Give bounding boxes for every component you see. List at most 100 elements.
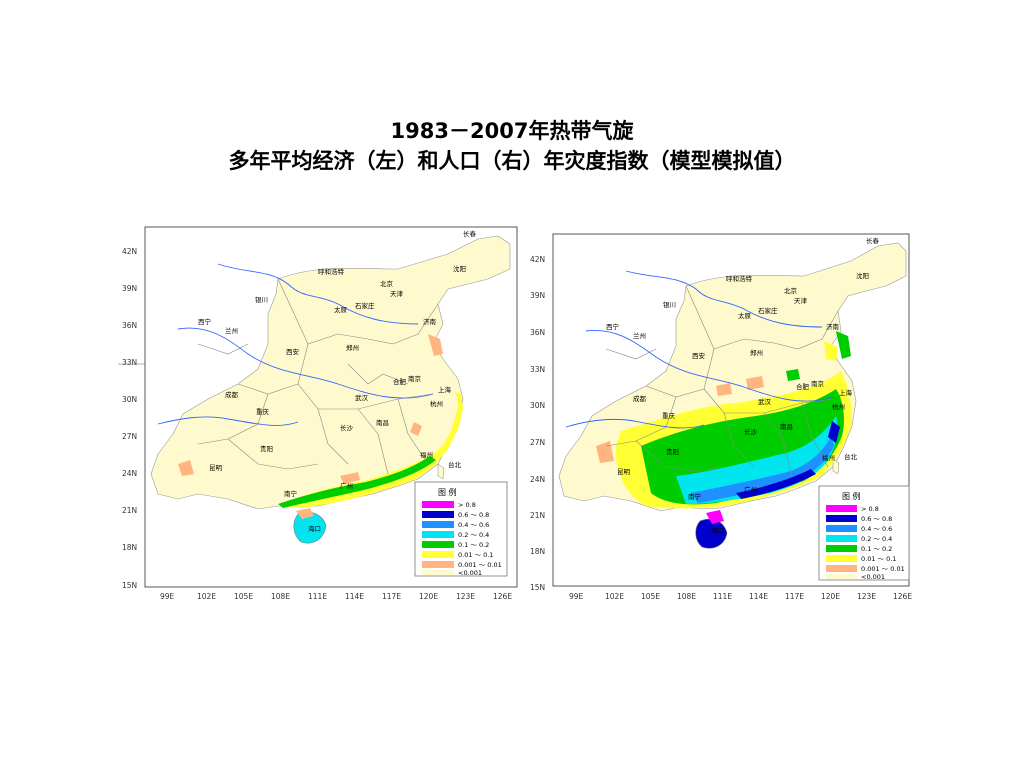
city-label: 西宁 — [198, 317, 212, 326]
city-label: 石家庄 — [355, 301, 375, 310]
lon-label: 114E — [749, 592, 768, 601]
city-label: 郑州 — [346, 344, 359, 352]
city-label: 南昌 — [780, 422, 793, 431]
city-label: 海口 — [308, 524, 321, 533]
city-label: 南京 — [408, 374, 422, 383]
lat-label: 18N — [122, 543, 137, 552]
city-label: 呼和浩特 — [318, 267, 345, 276]
legend-label: <0.001 — [458, 569, 482, 577]
city-label: 南宁 — [688, 492, 702, 501]
city-label: 济南 — [423, 317, 437, 326]
map-legend: 图 例 > 0.8 0.6 ～ 0.8 0.4 ～ 0.6 0.2 ～ 0.4 … — [818, 485, 910, 581]
lon-label: 126E — [893, 592, 912, 601]
city-labels: 长春 沈阳 呼和浩特 北京 天津 银川 太原 石家庄 西宁 兰州 济南 西安 郑… — [606, 236, 880, 535]
legend-label: 0.1 ～ 0.2 — [861, 545, 892, 553]
city-label: 福州 — [822, 453, 835, 462]
lon-label: 123E — [456, 592, 475, 601]
legend-label: 0.2 ～ 0.4 — [458, 531, 489, 539]
city-label: 西安 — [286, 347, 300, 356]
economic-index-fill — [178, 334, 463, 519]
lat-label: 42N — [530, 255, 545, 264]
city-label: 西安 — [692, 351, 706, 360]
lon-label: 123E — [857, 592, 876, 601]
city-label: 长沙 — [340, 423, 354, 432]
city-label: 贵阳 — [666, 447, 679, 456]
city-label: 成都 — [225, 390, 239, 399]
slide-title: 1983－2007年热带气旋 多年平均经济（左）和人口（右）年灾度指数（模型模拟… — [0, 116, 1024, 176]
city-label: 北京 — [380, 279, 394, 288]
city-label: 武汉 — [758, 397, 772, 406]
lat-label: 33N — [122, 358, 137, 367]
lon-label: 105E — [641, 592, 660, 601]
city-label: 台北 — [448, 460, 462, 469]
china-landmass — [150, 235, 511, 544]
legend-title: 图 例 — [438, 487, 457, 497]
city-label: 沈阳 — [453, 264, 466, 273]
legend-title: 图 例 — [842, 491, 861, 501]
city-label: 昆明 — [617, 468, 631, 476]
lat-label: 15N — [122, 581, 137, 590]
population-map-svg: 42N 39N 36N 33N 30N 27N 24N 21N 18N 15N … — [530, 233, 912, 601]
legend-label: > 0.8 — [861, 505, 879, 513]
economic-map: 42N 39N 36N 33N 30N 27N 24N 21N 18N 15N … — [118, 224, 528, 606]
city-label: 贵阳 — [260, 444, 273, 453]
city-label: 广州 — [744, 485, 757, 494]
city-label: 呼和浩特 — [726, 274, 753, 283]
lon-label: 117E — [382, 592, 401, 601]
lon-label: 108E — [271, 592, 290, 601]
lon-label: 114E — [345, 592, 364, 601]
legend-label: 0.01 ～ 0.1 — [861, 555, 896, 563]
city-label: 太原 — [738, 311, 752, 320]
lon-label: 102E — [605, 592, 624, 601]
legend-label: <0.001 — [861, 573, 885, 581]
lon-tick-labels: 99E 102E 105E 108E 111E 114E 117E 120E 1… — [160, 592, 512, 601]
city-label: 长沙 — [744, 427, 758, 436]
lat-label: 27N — [122, 432, 137, 441]
city-label: 杭州 — [832, 402, 845, 411]
lat-label: 36N — [122, 321, 137, 330]
legend-label: 0.4 ～ 0.6 — [458, 521, 489, 529]
city-label: 上海 — [839, 388, 853, 397]
city-label: 成都 — [633, 394, 647, 403]
city-label: 重庆 — [662, 411, 676, 420]
legend-label: 0.1 ～ 0.2 — [458, 541, 489, 549]
city-label: 广州 — [340, 481, 353, 490]
legend-label: 0.2 ～ 0.4 — [861, 535, 892, 543]
lon-label: 108E — [677, 592, 696, 601]
legend-label: 0.001 ～ 0.01 — [458, 561, 502, 569]
lat-label: 33N — [530, 365, 545, 374]
city-label: 石家庄 — [758, 306, 778, 315]
city-label: 银川 — [663, 300, 676, 309]
city-label: 台北 — [844, 452, 858, 461]
lon-label: 111E — [713, 592, 732, 601]
city-labels: 长春 沈阳 呼和浩特 北京 天津 银川 太原 石家庄 西宁 兰州 济南 西安 郑… — [198, 229, 477, 533]
city-label: 太原 — [334, 305, 348, 314]
lat-label: 24N — [530, 475, 545, 484]
lat-label: 36N — [530, 328, 545, 337]
lon-tick-labels: 99E 102E 105E 108E 111E 114E 117E 120E 1… — [569, 592, 912, 601]
title-line-1: 1983－2007年热带气旋 — [390, 119, 634, 143]
lon-label: 120E — [419, 592, 438, 601]
city-label: 杭州 — [430, 399, 443, 408]
lon-label: 102E — [197, 592, 216, 601]
city-label: 沈阳 — [856, 271, 869, 280]
legend-label: > 0.8 — [458, 501, 476, 509]
lat-label: 18N — [530, 547, 545, 556]
city-label: 合肥 — [796, 382, 810, 391]
city-label: 长春 — [866, 236, 880, 245]
city-label: 兰州 — [633, 331, 646, 340]
city-label: 福州 — [420, 450, 433, 459]
city-label: 武汉 — [355, 393, 369, 402]
city-label: 西宁 — [606, 322, 620, 331]
lon-label: 120E — [821, 592, 840, 601]
city-label: 济南 — [826, 322, 840, 331]
city-label: 上海 — [438, 385, 452, 394]
lon-label: 126E — [493, 592, 512, 601]
lat-label: 21N — [122, 506, 137, 515]
city-label: 北京 — [784, 286, 798, 295]
city-label: 长春 — [463, 229, 477, 238]
city-label: 南昌 — [376, 418, 389, 427]
lat-label: 30N — [122, 395, 137, 404]
lon-label: 117E — [785, 592, 804, 601]
city-label: 天津 — [390, 290, 404, 298]
